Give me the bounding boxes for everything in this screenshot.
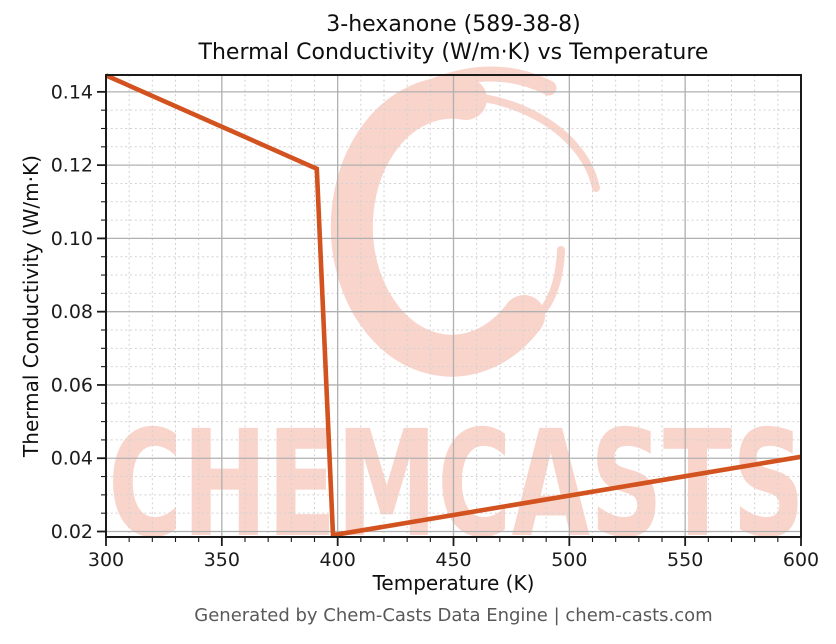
chart-title: 3-hexanone (589-38-8) Thermal Conductivi… bbox=[106, 11, 801, 67]
y-tick-label: 0.12 bbox=[51, 155, 93, 177]
y-tick-label: 0.02 bbox=[51, 521, 93, 543]
footer-credit: Generated by Chem-Casts Data Engine | ch… bbox=[194, 605, 713, 626]
y-axis-label: Thermal Conductivity (W/m·K) bbox=[19, 155, 43, 457]
x-tick-label: 500 bbox=[551, 549, 587, 571]
brush-circle-logo-crescent bbox=[398, 90, 600, 192]
y-tick-label: 0.06 bbox=[51, 374, 93, 396]
chart-title-line2: Thermal Conductivity (W/m·K) vs Temperat… bbox=[198, 40, 709, 65]
brush-circle-logo bbox=[330, 76, 545, 377]
chart-title-line1: 3-hexanone (589-38-8) bbox=[326, 12, 581, 37]
x-tick-label: 600 bbox=[783, 549, 819, 571]
x-tick-label: 450 bbox=[435, 549, 471, 571]
x-tick-label: 350 bbox=[204, 549, 240, 571]
x-tick-label: 300 bbox=[88, 549, 124, 571]
ticks bbox=[97, 90, 802, 546]
brush-circle-logo-flick bbox=[532, 246, 565, 322]
y-tick-label: 0.14 bbox=[51, 81, 93, 103]
x-tick-label: 400 bbox=[320, 549, 356, 571]
x-tick-label: 550 bbox=[667, 549, 703, 571]
watermark-text: CHEMCASTS bbox=[108, 399, 805, 570]
y-tick-label: 0.08 bbox=[51, 301, 93, 323]
y-tick-label: 0.10 bbox=[51, 228, 93, 250]
data-line bbox=[105, 73, 802, 538]
brush-circle-logo-inner-stroke bbox=[425, 66, 557, 96]
x-axis-label: Temperature (K) bbox=[372, 571, 535, 595]
y-tick-label: 0.04 bbox=[51, 448, 93, 470]
watermark: CHEMCASTS bbox=[108, 66, 805, 570]
axes-spines bbox=[105, 74, 802, 538]
